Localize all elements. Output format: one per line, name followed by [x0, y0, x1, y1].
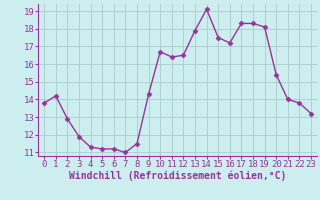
X-axis label: Windchill (Refroidissement éolien,°C): Windchill (Refroidissement éolien,°C) [69, 171, 286, 181]
